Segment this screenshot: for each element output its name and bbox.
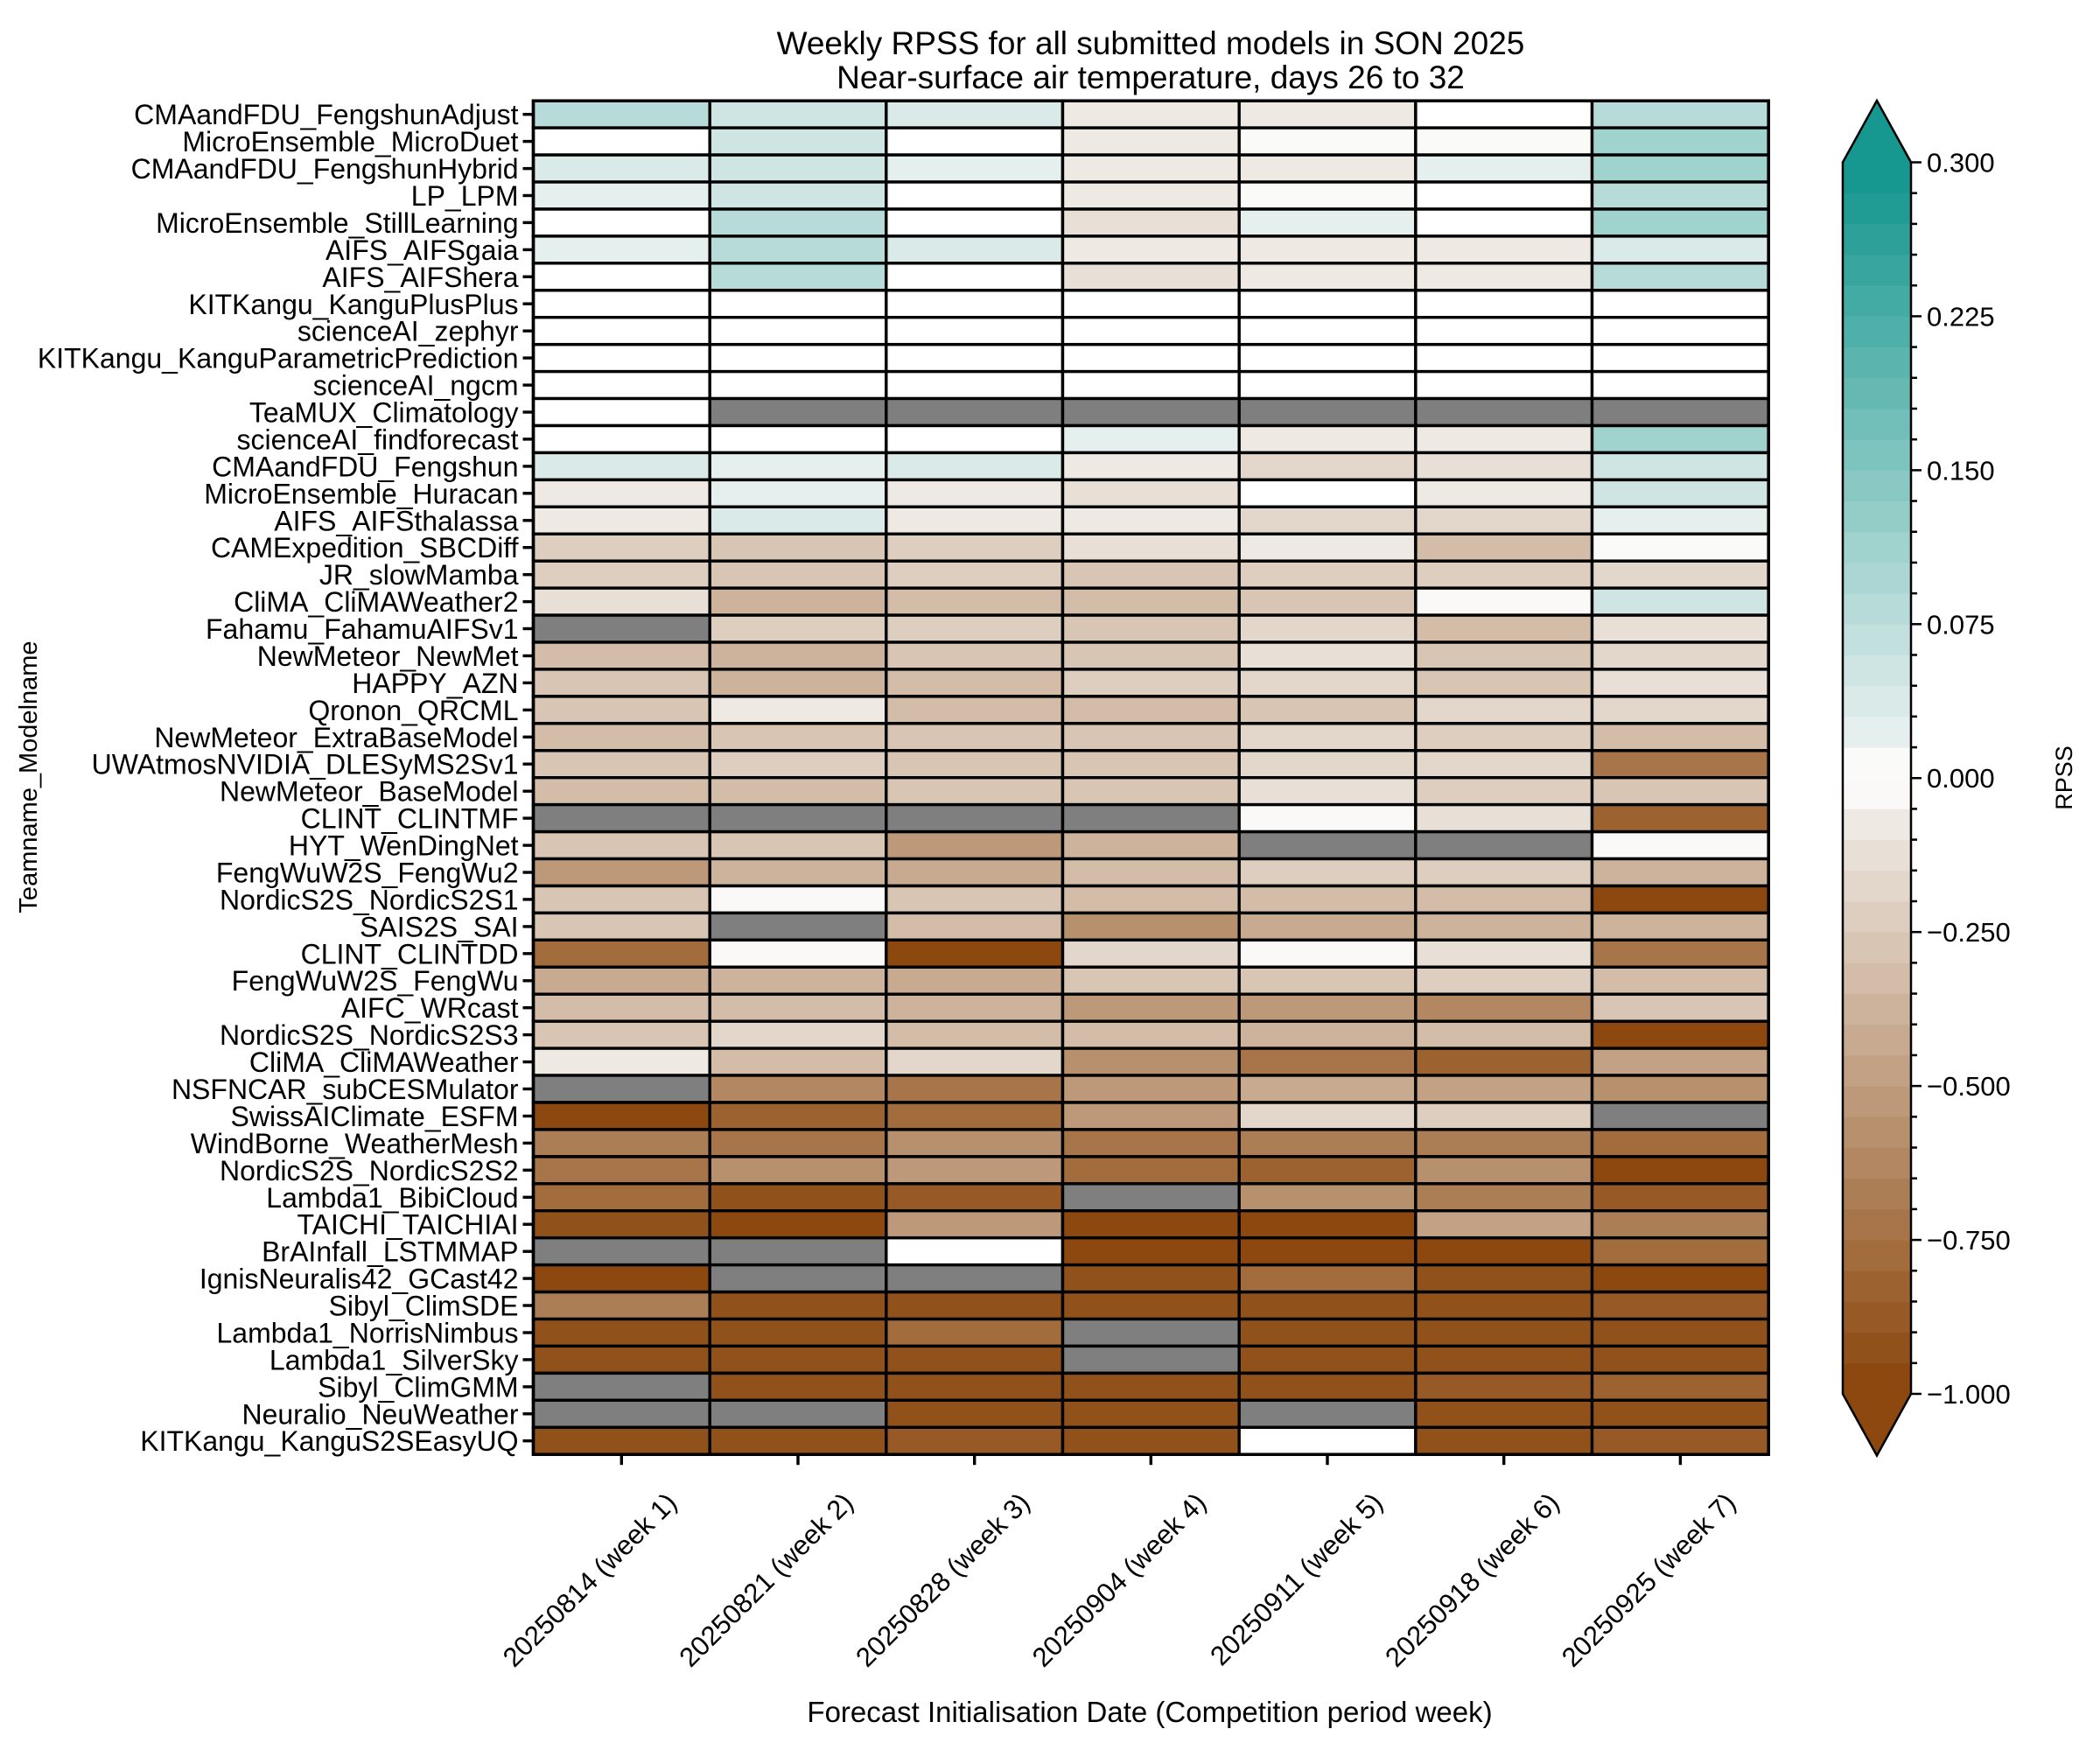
svg-text:AIFS_AIFSgaia: AIFS_AIFSgaia [326, 234, 519, 266]
svg-text:0.300: 0.300 [1927, 148, 1995, 178]
svg-text:0.225: 0.225 [1927, 301, 1995, 332]
svg-text:−1.000: −1.000 [1927, 1379, 2011, 1410]
svg-text:Lambda1_BibiCloud: Lambda1_BibiCloud [266, 1182, 518, 1214]
svg-text:AIFS_AIFShera: AIFS_AIFShera [322, 262, 518, 293]
svg-text:NSFNCAR_subCESMulator: NSFNCAR_subCESMulator [172, 1074, 519, 1105]
svg-text:RPSS: RPSS [2051, 746, 2077, 810]
svg-text:UWAtmosNVIDIA_DLESyMS2Sv1: UWAtmosNVIDIA_DLESyMS2Sv1 [92, 749, 519, 780]
svg-text:NewMeteor_BaseModel: NewMeteor_BaseModel [220, 776, 519, 808]
svg-text:FengWuW2S_FengWu2: FengWuW2S_FengWu2 [216, 858, 519, 889]
svg-text:TeaMUX_Climatology: TeaMUX_Climatology [249, 397, 519, 429]
svg-text:Fahamu_FahamuAIFSv1: Fahamu_FahamuAIFSv1 [206, 613, 519, 645]
svg-text:SAIS2S_SAI: SAIS2S_SAI [360, 911, 518, 942]
svg-text:BrAInfall_LSTMMAP: BrAInfall_LSTMMAP [262, 1236, 518, 1268]
svg-text:SwissAIClimate_ESFM: SwissAIClimate_ESFM [231, 1101, 519, 1132]
svg-text:Qronon_QRCML: Qronon_QRCML [308, 695, 518, 726]
svg-text:Lambda1_NorrisNimbus: Lambda1_NorrisNimbus [216, 1318, 518, 1349]
svg-text:FengWuW2S_FengWu: FengWuW2S_FengWu [232, 965, 519, 997]
svg-text:scienceAI_zephyr: scienceAI_zephyr [298, 316, 519, 347]
svg-text:NordicS2S_NordicS2S2: NordicS2S_NordicS2S2 [220, 1155, 519, 1186]
svg-text:Sibyl_ClimGMM: Sibyl_ClimGMM [318, 1371, 518, 1403]
svg-text:KITKangu_KanguParametricPredic: KITKangu_KanguParametricPrediction [38, 343, 519, 374]
svg-text:MicroEnsemble_MicroDuet: MicroEnsemble_MicroDuet [182, 126, 518, 158]
svg-text:Near-surface air temperature,: Near-surface air temperature, days 26 to… [836, 60, 1465, 95]
svg-text:NordicS2S_NordicS2S3: NordicS2S_NordicS2S3 [220, 1019, 519, 1051]
svg-text:CliMA_CliMAWeather2: CliMA_CliMAWeather2 [234, 586, 518, 618]
svg-text:NewMeteor_NewMet: NewMeteor_NewMet [257, 640, 519, 672]
svg-text:JR_slowMamba: JR_slowMamba [319, 559, 519, 591]
svg-text:NewMeteor_ExtraBaseModel: NewMeteor_ExtraBaseModel [154, 722, 518, 753]
svg-text:MicroEnsemble_StillLearning: MicroEnsemble_StillLearning [156, 207, 518, 239]
svg-text:CLINT_CLINTDD: CLINT_CLINTDD [301, 938, 519, 970]
svg-text:HYT_WenDingNet: HYT_WenDingNet [289, 830, 519, 862]
svg-text:0.150: 0.150 [1927, 455, 1995, 486]
svg-text:0.075: 0.075 [1927, 609, 1995, 640]
svg-text:scienceAI_findforecast: scienceAI_findforecast [237, 424, 519, 456]
svg-text:Teamname_Modelname: Teamname_Modelname [15, 640, 43, 913]
svg-text:IgnisNeuralis42_GCast42: IgnisNeuralis42_GCast42 [200, 1264, 519, 1295]
svg-text:WindBorne_WeatherMesh: WindBorne_WeatherMesh [191, 1128, 519, 1159]
svg-text:CAMExpedition_SBCDiff: CAMExpedition_SBCDiff [211, 532, 519, 564]
svg-text:Lambda1_SilverSky: Lambda1_SilverSky [270, 1344, 519, 1376]
svg-text:TAICHI_TAICHIAI: TAICHI_TAICHIAI [297, 1209, 518, 1241]
svg-text:CMAandFDU_FengshunHybrid: CMAandFDU_FengshunHybrid [131, 153, 519, 185]
svg-text:−0.250: −0.250 [1927, 917, 2011, 948]
svg-text:Weekly RPSS for all submitted: Weekly RPSS for all submitted models in … [777, 25, 1525, 61]
svg-text:0.000: 0.000 [1927, 763, 1995, 794]
svg-text:CMAandFDU_Fengshun: CMAandFDU_Fengshun [212, 451, 518, 482]
svg-text:LP_LPM: LP_LPM [411, 180, 519, 212]
svg-text:KITKangu_KanguPlusPlus: KITKangu_KanguPlusPlus [188, 289, 518, 320]
svg-text:scienceAI_ngcm: scienceAI_ngcm [313, 370, 519, 402]
svg-text:HAPPY_AZN: HAPPY_AZN [352, 668, 518, 699]
svg-text:KITKangu_KanguS2SEasyUQ: KITKangu_KanguS2SEasyUQ [140, 1425, 518, 1457]
svg-text:Sibyl_ClimSDE: Sibyl_ClimSDE [329, 1291, 519, 1322]
svg-text:−0.750: −0.750 [1927, 1225, 2011, 1256]
svg-text:CLINT_CLINTMF: CLINT_CLINTMF [301, 803, 519, 835]
svg-text:−0.500: −0.500 [1927, 1071, 2011, 1102]
svg-text:MicroEnsemble_Huracan: MicroEnsemble_Huracan [204, 478, 518, 509]
svg-text:CliMA_CliMAWeather: CliMA_CliMAWeather [249, 1046, 519, 1078]
svg-text:NordicS2S_NordicS2S1: NordicS2S_NordicS2S1 [220, 884, 519, 915]
svg-text:Neuralio_NeuWeather: Neuralio_NeuWeather [242, 1398, 518, 1430]
svg-text:AIFC_WRcast: AIFC_WRcast [341, 992, 519, 1024]
svg-text:Forecast Initialisation Date (: Forecast Initialisation Date (Competitio… [807, 1696, 1492, 1728]
svg-text:AIFS_AIFSthalassa: AIFS_AIFSthalassa [274, 505, 518, 536]
svg-text:CMAandFDU_FengshunAdjust: CMAandFDU_FengshunAdjust [134, 99, 518, 130]
